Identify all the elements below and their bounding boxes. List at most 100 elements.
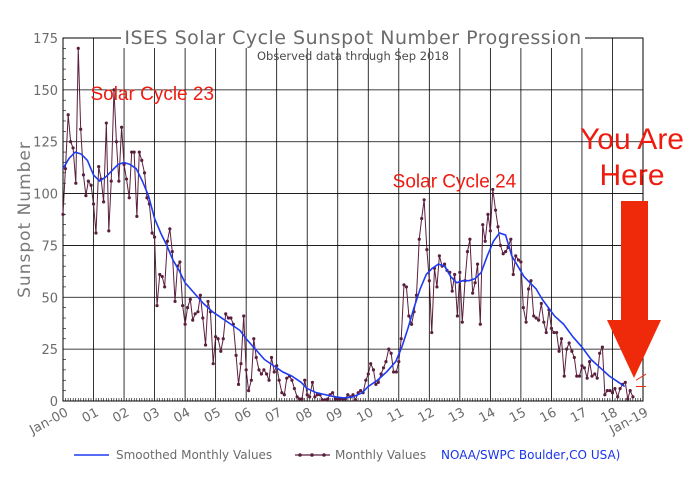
- y-tick-label: 175: [33, 32, 58, 47]
- monthly-value-point: [168, 227, 172, 231]
- monthly-value-point: [427, 279, 431, 283]
- x-tick-label: 09: [324, 405, 346, 426]
- monthly-value-point: [544, 330, 548, 335]
- monthly-value-point: [137, 150, 141, 154]
- monthly-value-point: [501, 252, 505, 256]
- monthly-value-point: [86, 179, 90, 183]
- monthly-value-point: [259, 372, 264, 376]
- x-tick-label: 06: [232, 405, 254, 426]
- monthly-value-point: [313, 395, 317, 399]
- x-axis: Jan-00 01 02 03 04 05 06 07 08 09 10 11 12 13 14 15 16 17…: [27, 405, 651, 438]
- y-axis-title: Sunspot Number: [15, 141, 35, 298]
- x-tick-label: 04: [171, 405, 193, 426]
- monthly-value-point: [102, 200, 106, 204]
- x-tick-label: 11: [385, 405, 407, 426]
- monthly-value-point: [254, 355, 258, 360]
- y-tick-label: 125: [33, 136, 58, 151]
- monthly-value-point: [389, 351, 393, 355]
- monthly-value-point: [582, 366, 586, 370]
- monthly-value-point: [285, 376, 289, 380]
- monthly-value-point: [430, 330, 434, 335]
- monthly-value-point: [104, 121, 108, 125]
- monthly-value-point: [226, 316, 231, 320]
- monthly-value-point: [577, 374, 582, 378]
- chart-title: ISES Solar Cycle Sunspot Number Progress…: [124, 27, 581, 49]
- monthly-value-point: [346, 393, 350, 397]
- monthly-value-point: [371, 368, 376, 372]
- y-tick-label: 75: [41, 239, 58, 254]
- monthly-value-point: [509, 237, 513, 241]
- legend-monthly-marker: [322, 453, 326, 457]
- monthly-value-point: [422, 198, 426, 202]
- monthly-value-point: [539, 301, 543, 306]
- monthly-value-point: [410, 322, 414, 326]
- monthly-value-point: [366, 372, 370, 376]
- monthly-value-point: [247, 389, 251, 393]
- monthly-value-point: [155, 303, 159, 308]
- monthly-value-point: [381, 366, 386, 370]
- monthly-value-point: [486, 212, 490, 216]
- monthly-value-point: [333, 397, 337, 401]
- monthly-value-point: [537, 318, 541, 322]
- monthly-value-point: [552, 330, 556, 335]
- x-tick-label: 15: [507, 405, 529, 426]
- monthly-value-point: [89, 183, 93, 187]
- monthly-value-point: [417, 237, 421, 241]
- monthly-value-point: [526, 287, 531, 291]
- monthly-value-point: [196, 310, 200, 314]
- legend-monthly-marker: [310, 453, 314, 457]
- monthly-value-point: [491, 187, 495, 192]
- monthly-value-point: [236, 382, 241, 387]
- monthly-value-point: [178, 260, 182, 264]
- monthly-value-point: [559, 337, 564, 341]
- monthly-value-point: [610, 391, 615, 395]
- monthly-value-point: [120, 125, 124, 129]
- monthly-value-point: [277, 378, 281, 382]
- monthly-value-point: [488, 229, 492, 233]
- monthly-value-point: [392, 370, 396, 374]
- monthly-value-point: [145, 196, 149, 200]
- monthly-value-point: [493, 208, 498, 212]
- monthly-value-point: [524, 320, 528, 324]
- x-tick-label: 14: [477, 405, 499, 426]
- chart-subtitle: Observed data through Sep 2018: [257, 49, 449, 63]
- monthly-value-point: [397, 359, 401, 364]
- monthly-value-point: [460, 320, 464, 324]
- monthly-value-point: [549, 326, 554, 330]
- monthly-value-point: [74, 181, 78, 185]
- monthly-value-point: [575, 374, 579, 378]
- y-tick-label: 25: [41, 343, 58, 358]
- cycle-annotation: Solar Cycle 23: [90, 84, 214, 105]
- monthly-value-point: [516, 258, 521, 262]
- down-arrow-icon: [607, 201, 661, 378]
- monthly-value-point: [303, 378, 307, 382]
- monthly-value-point: [292, 386, 296, 391]
- monthly-value-point: [481, 223, 485, 227]
- monthly-value-point: [603, 393, 607, 397]
- monthly-value-point: [84, 194, 88, 198]
- monthly-value-point: [585, 376, 589, 380]
- monthly-value-point: [580, 364, 584, 368]
- monthly-value-point: [244, 368, 248, 372]
- monthly-value-point: [613, 386, 617, 391]
- monthly-value-point: [504, 250, 508, 254]
- monthly-value-point: [127, 196, 131, 200]
- monthly-value-point: [282, 393, 286, 397]
- monthly-value-point: [483, 239, 487, 243]
- monthly-value-point: [272, 370, 276, 374]
- x-tick-label: 07: [263, 405, 285, 426]
- x-tick-label: 17: [568, 405, 590, 426]
- monthly-value-point: [420, 216, 424, 221]
- monthly-value-point: [379, 372, 383, 376]
- monthly-value-point: [353, 398, 358, 402]
- monthly-value-point: [475, 262, 480, 266]
- monthly-value-point: [572, 355, 576, 360]
- monthly-value-point: [471, 291, 475, 295]
- monthly-value-point: [618, 386, 622, 391]
- monthly-value-point: [442, 262, 447, 266]
- monthly-value-point: [308, 395, 312, 399]
- monthly-value-point: [61, 212, 65, 216]
- monthly-value-point: [152, 235, 157, 239]
- x-tick-label: 01: [80, 405, 102, 426]
